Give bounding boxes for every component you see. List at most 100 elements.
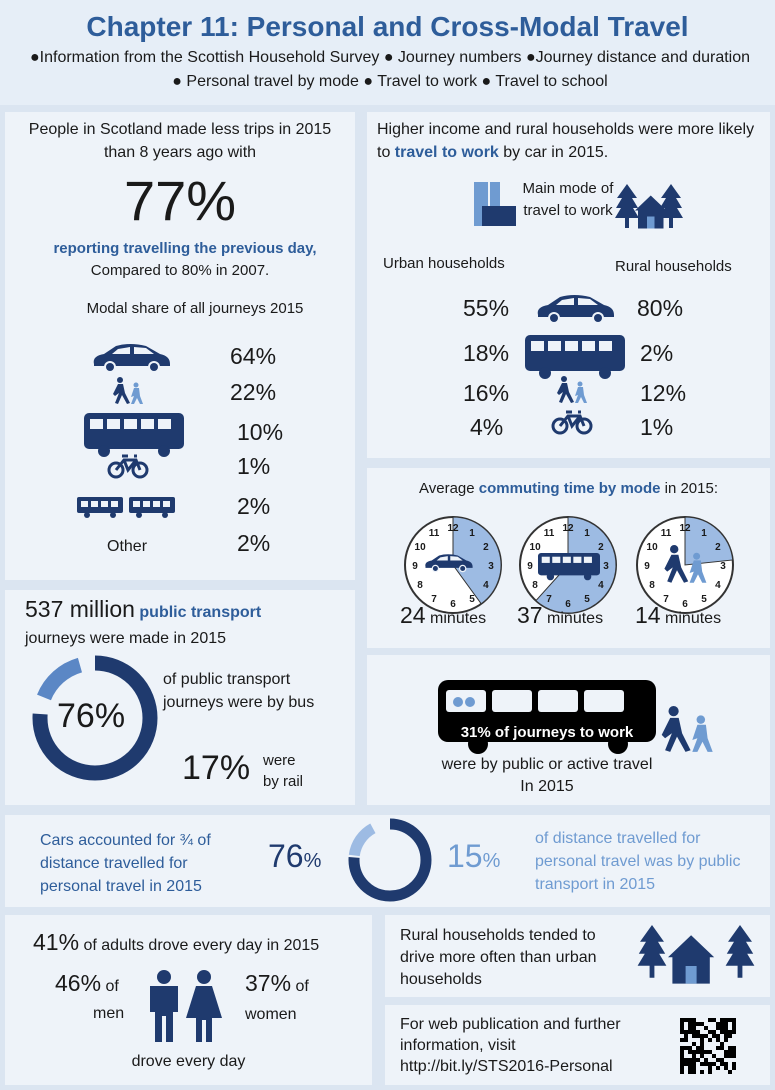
qr-cell — [724, 1062, 728, 1066]
qr-cell — [684, 1046, 688, 1050]
big-bus — [438, 680, 656, 754]
clock-numeral: 9 — [527, 561, 533, 572]
qr-cell — [732, 1026, 736, 1030]
rural-value: 12% — [640, 380, 687, 406]
clock-numeral: 11 — [661, 528, 672, 539]
minutes-value: 14 — [635, 602, 661, 628]
qr-cell — [708, 1030, 712, 1034]
trips-panel — [5, 112, 355, 580]
qr-cell — [720, 1046, 724, 1050]
rural-text: Rural households tended to drive more of… — [400, 927, 597, 988]
work-banner: 31% of journeys to work — [460, 724, 634, 741]
value: 46% — [55, 970, 102, 996]
qr-cell — [728, 1054, 732, 1058]
qr-cell — [696, 1030, 700, 1034]
qr-cell — [692, 1042, 696, 1046]
qr-cell — [700, 1034, 704, 1038]
women-line: 37% of — [245, 972, 309, 998]
qr-code[interactable] — [680, 1018, 738, 1076]
qr-cell — [732, 1018, 736, 1022]
commute-time: 37 minutes — [517, 604, 603, 630]
qr-cell — [680, 1066, 684, 1070]
qr-cell — [732, 1054, 736, 1058]
trips-highlight: reporting travelling the previous day, — [53, 240, 317, 257]
qr-cell — [700, 1050, 704, 1054]
qr-cell — [716, 1022, 720, 1026]
qr-cell — [700, 1070, 704, 1074]
qr-cell — [700, 1022, 704, 1026]
adults-line: 41% of adults drove every day in 2015 — [33, 931, 319, 957]
distance-donut — [348, 818, 432, 902]
qr-cell — [708, 1050, 712, 1054]
women-label: women — [245, 1006, 297, 1023]
qr-cell — [704, 1034, 708, 1038]
clock-numeral: 4 — [598, 580, 604, 591]
qr-cell — [724, 1030, 728, 1034]
qr-cell — [724, 1038, 728, 1042]
qr-cell — [696, 1050, 700, 1054]
minutes-value: 37 — [517, 602, 543, 628]
highlight: public transport — [139, 604, 262, 621]
text: by car in 2015. — [498, 144, 609, 161]
clock-numeral: 10 — [647, 542, 659, 553]
qr-cell — [684, 1034, 688, 1038]
minutes-unit: minutes — [430, 610, 487, 627]
qr-cell — [692, 1018, 696, 1022]
qr-cell — [684, 1018, 688, 1022]
work-line2: In 2015 — [520, 778, 574, 795]
web-url[interactable]: http://bit.ly/STS2016-Personal — [400, 1058, 613, 1075]
clock-numeral: 9 — [412, 561, 418, 572]
qr-cell — [732, 1030, 736, 1034]
clock-numeral: 6 — [682, 599, 688, 610]
clock-numeral: 1 — [701, 528, 707, 539]
qr-cell — [728, 1030, 732, 1034]
qr-cell — [724, 1066, 728, 1070]
income-panel — [367, 112, 770, 458]
clock-numeral: 3 — [488, 561, 494, 572]
qr-cell — [724, 1022, 728, 1026]
clock-numeral: 5 — [469, 594, 475, 605]
qr-cell — [720, 1022, 724, 1026]
clock-numeral: 1 — [469, 528, 475, 539]
clock-numeral: 11 — [429, 528, 440, 539]
title: Chapter 11: Personal and Cross-Modal Tra… — [86, 11, 689, 42]
qr-cell — [696, 1034, 700, 1038]
qr-cell — [720, 1042, 724, 1046]
work-line1: were by public or active travel — [441, 756, 653, 773]
walk-icon — [661, 706, 713, 752]
subtitle: ●Information from the Scottish Household… — [29, 49, 751, 90]
clock-numeral: 12 — [447, 523, 459, 534]
web-text: For web publication and further informat… — [400, 1016, 621, 1054]
trips-compare: Compared to 80% in 2007. — [90, 262, 270, 279]
clock-sector — [684, 516, 734, 566]
minutes-value: 24 — [400, 602, 426, 628]
clock-numeral: 10 — [530, 542, 542, 553]
clock-numeral: 4 — [483, 580, 489, 591]
clock-numeral: 11 — [544, 528, 555, 539]
qr-cell — [688, 1062, 692, 1066]
qr-cell — [692, 1030, 696, 1034]
clock-numeral: 3 — [603, 561, 609, 572]
qr-cell — [732, 1046, 736, 1050]
qr-cell — [692, 1022, 696, 1026]
qr-cell — [680, 1050, 684, 1054]
qr-cell — [708, 1070, 712, 1074]
commute-title: Average commuting time by mode in 2015: — [367, 477, 770, 500]
men-label: men — [93, 1005, 125, 1022]
clock-numeral: 1 — [584, 528, 590, 539]
clock-numeral: 4 — [715, 580, 721, 591]
clock-numeral: 7 — [546, 594, 552, 605]
qr-cell — [732, 1062, 736, 1066]
rail-text: were by rail — [263, 752, 304, 790]
clock-numeral: 8 — [649, 580, 655, 591]
qr-cell — [692, 1062, 696, 1066]
qr-cell — [680, 1030, 684, 1034]
unit: % — [482, 850, 501, 872]
qr-cell — [716, 1046, 720, 1050]
text: in 2015: — [660, 480, 718, 497]
bus-donut — [32, 655, 158, 781]
qr-cell — [728, 1018, 732, 1022]
clock-numeral: 8 — [417, 580, 423, 591]
qr-cell — [704, 1062, 708, 1066]
public-count: 537 million public transport — [25, 598, 261, 624]
